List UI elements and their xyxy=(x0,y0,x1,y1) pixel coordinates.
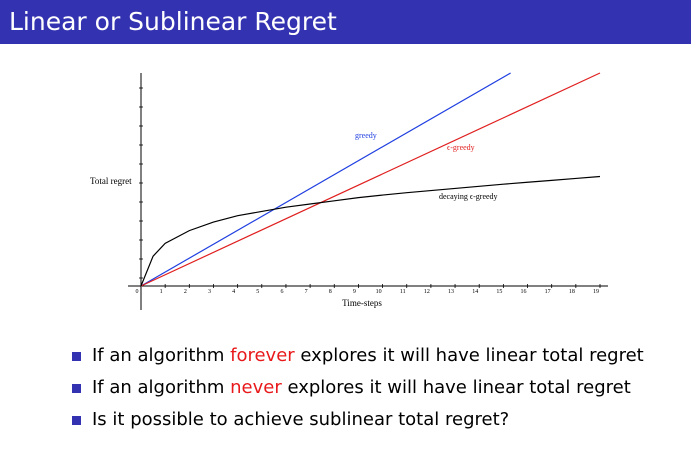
x-tick-label: 3 xyxy=(208,289,211,295)
x-tick-label: 13 xyxy=(448,289,454,295)
bullet-text: explores it will have linear total regre… xyxy=(281,377,631,398)
x-ticks: 0 1 2 3 4 5 6 7 8 9 10 11 12 13 14 15 16 17 18 19 xyxy=(136,284,601,295)
x-tick-label: 9 xyxy=(353,289,356,295)
bullet-text: explores it will have linear total regre… xyxy=(294,345,644,366)
bullet-text: If an algorithm xyxy=(92,377,231,398)
x-tick-label: 15 xyxy=(496,289,502,295)
x-tick-label: 16 xyxy=(521,289,527,295)
x-tick-label: 7 xyxy=(305,289,308,295)
x-tick-label: 6 xyxy=(280,289,283,295)
chart-lines xyxy=(140,72,601,287)
x-tick-label: 18 xyxy=(569,289,575,295)
x-tick-label: 5 xyxy=(256,289,259,295)
bullet-text: Is it possible to achieve sublinear tota… xyxy=(92,409,510,430)
series-line xyxy=(140,72,511,287)
x-tick-label: 8 xyxy=(329,289,332,295)
x-axis-label: Time-steps xyxy=(342,298,382,308)
bullet-highlight: never xyxy=(230,377,282,398)
x-tick-label: 1 xyxy=(160,289,163,295)
series-label: greedy xyxy=(355,131,377,140)
chart-axes xyxy=(128,73,608,310)
bullet-item: If an algorithm never explores it will h… xyxy=(72,372,644,404)
bullet-list: If an algorithm forever explores it will… xyxy=(72,340,644,436)
series-label: decaying ϵ-greedy xyxy=(439,192,498,201)
series-label: ϵ-greedy xyxy=(447,143,475,152)
series-line xyxy=(140,72,601,287)
bullet-item: Is it possible to achieve sublinear tota… xyxy=(72,404,644,436)
chart-labels: Time-steps Total regret greedy ϵ-greedy deca… xyxy=(90,131,498,308)
bullet-square-icon xyxy=(72,352,81,361)
x-tick-label: 14 xyxy=(472,289,478,295)
bullet-item: If an algorithm forever explores it will… xyxy=(72,340,644,372)
x-tick-label: 4 xyxy=(232,289,235,295)
x-tick-label: 10 xyxy=(376,289,382,295)
title-bar: Linear or Sublinear Regret xyxy=(0,0,691,44)
x-tick-label: 0 xyxy=(136,289,139,295)
bullet-highlight: forever xyxy=(230,345,295,366)
x-tick-label: 11 xyxy=(400,289,406,295)
x-tick-label: 12 xyxy=(424,289,430,295)
x-tick-label: 19 xyxy=(593,289,599,295)
series-line xyxy=(140,175,601,287)
y-axis-label: Total regret xyxy=(90,176,132,186)
bullet-square-icon xyxy=(72,416,81,425)
bullet-text: If an algorithm xyxy=(92,345,231,366)
x-tick-label: 2 xyxy=(184,289,187,295)
x-tick-label: 17 xyxy=(545,289,551,295)
slide-title: Linear or Sublinear Regret xyxy=(9,7,337,36)
bullet-square-icon xyxy=(72,384,81,393)
